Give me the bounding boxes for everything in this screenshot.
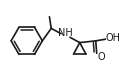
Text: NH: NH	[58, 28, 73, 38]
Text: O: O	[97, 52, 105, 62]
Text: OH: OH	[105, 33, 119, 43]
